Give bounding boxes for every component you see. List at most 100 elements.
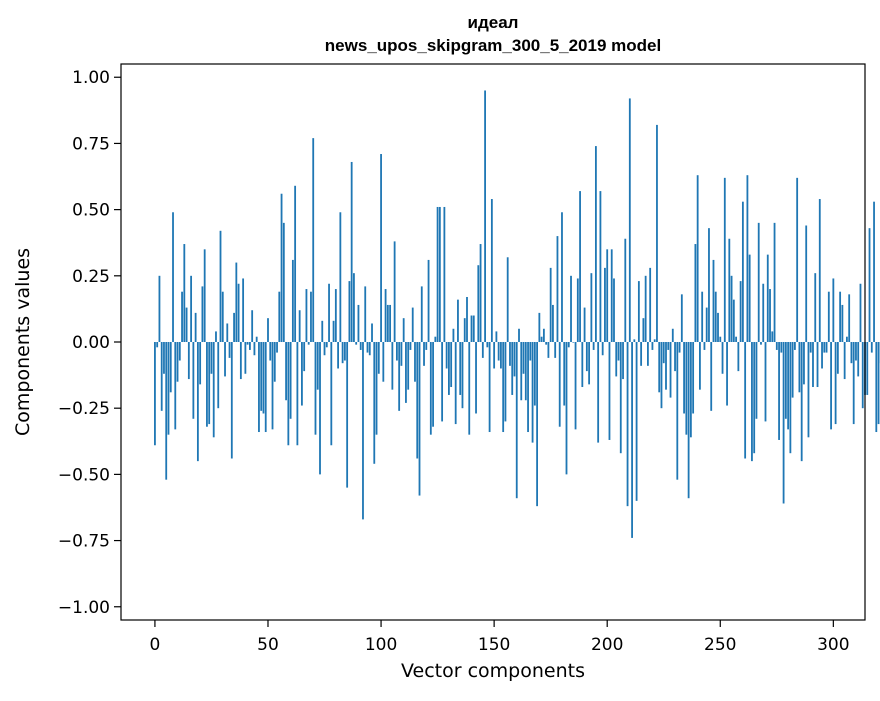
bar	[278, 292, 280, 342]
bar	[638, 281, 640, 342]
bar	[771, 331, 773, 342]
bar	[358, 305, 360, 342]
bar	[161, 342, 163, 411]
bar	[719, 337, 721, 342]
bar	[471, 316, 473, 342]
bar	[364, 286, 366, 342]
bar	[656, 125, 658, 342]
bar	[690, 342, 692, 437]
bar	[563, 342, 565, 406]
bar	[595, 146, 597, 342]
bar	[326, 342, 328, 347]
bar	[240, 342, 242, 379]
bar	[233, 313, 235, 342]
bar	[600, 191, 602, 342]
bar	[670, 342, 672, 398]
bar	[389, 305, 391, 342]
bar	[462, 342, 464, 408]
bar	[801, 342, 803, 461]
bar	[853, 342, 855, 424]
bar	[211, 342, 213, 374]
bar	[188, 342, 190, 379]
bar	[688, 342, 690, 498]
bar	[254, 342, 256, 355]
bar	[570, 276, 572, 342]
bar	[640, 342, 642, 366]
bar	[692, 342, 694, 413]
bar	[317, 342, 319, 390]
y-tick-label: 0.50	[72, 201, 110, 221]
bar	[717, 313, 719, 342]
bar	[586, 342, 588, 371]
bar	[733, 300, 735, 342]
bar	[613, 278, 615, 342]
bar	[396, 342, 398, 361]
bar	[468, 342, 470, 435]
bar	[875, 342, 877, 432]
bar	[220, 231, 222, 342]
bar	[181, 292, 183, 342]
bar	[407, 342, 409, 390]
bar	[862, 342, 864, 408]
bar	[491, 199, 493, 342]
bar	[475, 342, 477, 413]
bar	[783, 342, 785, 504]
bar	[615, 342, 617, 376]
bar	[769, 289, 771, 342]
bar	[324, 342, 326, 355]
bar	[414, 342, 416, 382]
bar	[844, 342, 846, 379]
bar	[618, 342, 620, 361]
bar	[292, 260, 294, 342]
bar	[294, 186, 296, 342]
x-tick-label: 150	[478, 635, 510, 655]
bar	[249, 342, 251, 350]
bar	[204, 249, 206, 342]
bar	[165, 342, 167, 480]
bar	[339, 212, 341, 342]
bar	[873, 202, 875, 342]
bar	[330, 342, 332, 445]
x-axis-label: Vector components	[401, 660, 585, 682]
bar	[697, 175, 699, 342]
bar	[819, 199, 821, 342]
bar	[342, 342, 344, 363]
bar	[502, 342, 504, 432]
bar	[416, 342, 418, 459]
bar	[724, 178, 726, 342]
bar	[376, 342, 378, 435]
bar	[391, 342, 393, 390]
bar	[572, 342, 574, 343]
bar	[758, 223, 760, 342]
bar	[405, 342, 407, 403]
bar	[507, 257, 509, 342]
bar	[446, 342, 448, 368]
bar	[749, 255, 751, 342]
y-tick-label: −1.00	[58, 598, 110, 618]
bar	[199, 342, 201, 384]
bar	[774, 223, 776, 342]
bar	[611, 249, 613, 342]
bar	[183, 244, 185, 342]
y-tick-label: −0.75	[58, 532, 110, 552]
bar	[667, 342, 669, 350]
bar	[448, 342, 450, 395]
bar	[699, 342, 701, 390]
bar	[715, 292, 717, 342]
bar	[514, 342, 516, 376]
bar	[609, 342, 611, 440]
bar	[722, 342, 724, 374]
bar	[346, 342, 348, 488]
bar	[520, 342, 522, 400]
bar	[765, 342, 767, 421]
bar	[362, 342, 364, 519]
bar	[174, 342, 176, 429]
bar	[256, 337, 258, 342]
bar	[744, 342, 746, 459]
bar	[561, 212, 563, 342]
bar	[511, 342, 513, 395]
bar	[168, 342, 170, 435]
bar	[272, 342, 274, 429]
bar	[597, 342, 599, 443]
bar	[296, 342, 298, 445]
